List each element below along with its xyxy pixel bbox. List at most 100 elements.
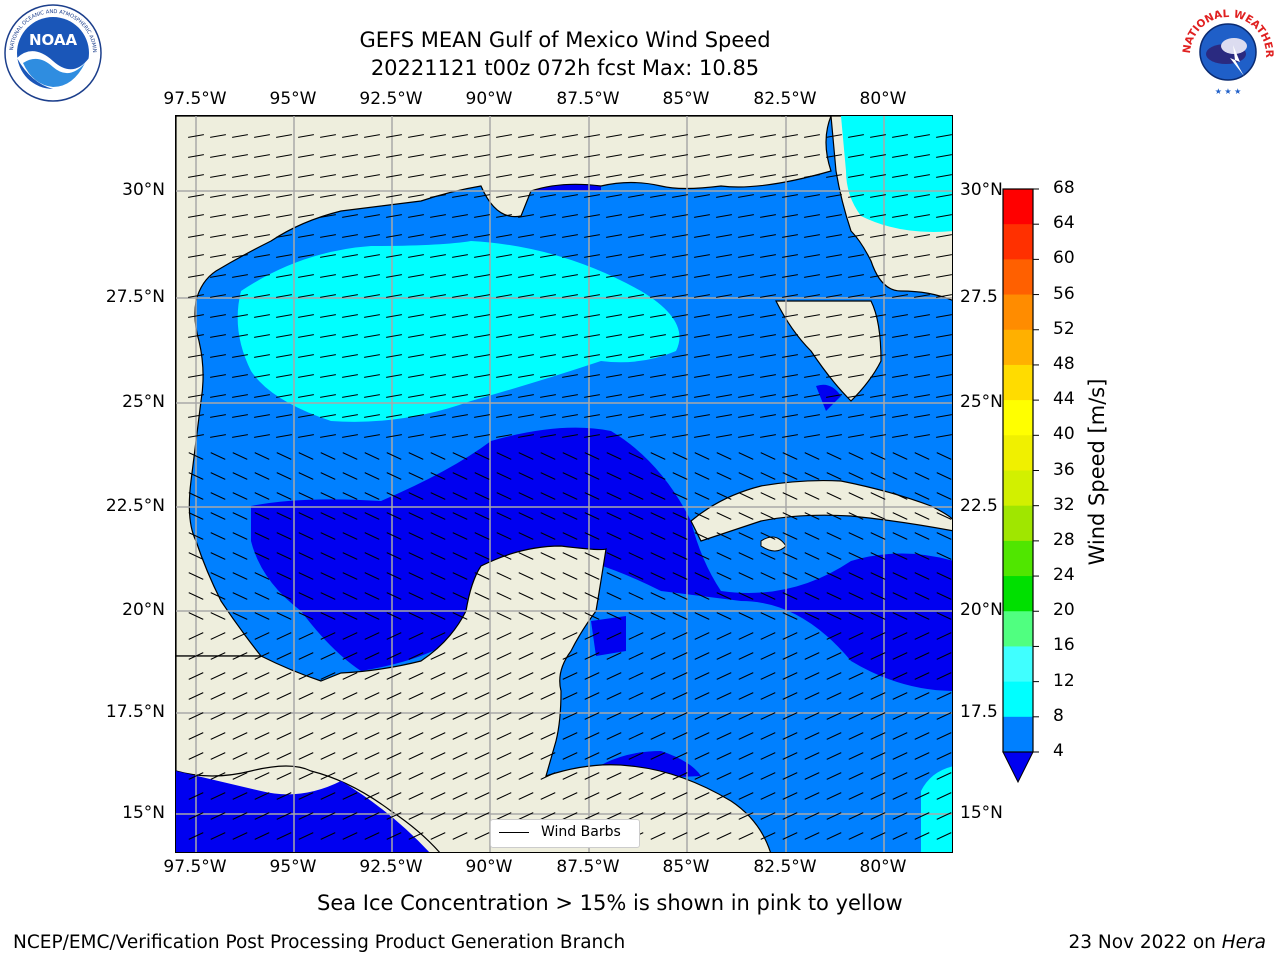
wind-barb xyxy=(848,512,864,520)
wind-barb xyxy=(452,592,468,600)
wind-barb xyxy=(650,592,666,600)
footer-date: 23 Nov 2022 on Hera xyxy=(1068,932,1266,953)
wind-barb xyxy=(518,294,534,298)
wind-barb xyxy=(760,652,776,660)
wind-barb xyxy=(738,812,754,820)
wind-barb xyxy=(804,652,820,660)
wind-barb xyxy=(672,492,688,500)
wind-barb xyxy=(804,832,820,840)
wind-barb xyxy=(760,334,776,338)
wind-barb xyxy=(474,174,490,178)
wind-barb xyxy=(936,254,952,258)
wind-barb xyxy=(210,712,226,720)
wind-barb xyxy=(936,772,952,780)
wind-barb xyxy=(914,294,930,298)
wind-barb xyxy=(320,652,336,660)
wind-barb xyxy=(452,472,468,480)
colorbar-extend-arrow xyxy=(1002,751,1034,784)
wind-barb xyxy=(738,394,754,398)
wind-barb xyxy=(716,214,732,218)
wind-barb xyxy=(738,832,754,840)
wind-barb xyxy=(870,434,886,438)
wind-barb xyxy=(364,832,380,840)
wind-barb xyxy=(496,134,512,138)
wind-barb xyxy=(540,692,556,700)
wind-barb xyxy=(408,812,424,820)
wind-barb xyxy=(320,832,336,840)
wind-barb xyxy=(694,592,710,600)
colorbar-tick-label: 24 xyxy=(1053,565,1075,586)
wind-barb xyxy=(474,692,490,700)
wind-barb xyxy=(452,672,468,680)
wind-barb xyxy=(892,772,908,780)
wind-barb xyxy=(584,294,600,298)
wind-barb xyxy=(320,572,336,580)
wind-barb xyxy=(738,792,754,800)
wind-barb xyxy=(606,612,622,620)
wind-barb xyxy=(826,592,842,600)
wind-barbs xyxy=(188,134,952,840)
wind-barb xyxy=(848,294,864,298)
wind-barb xyxy=(342,652,358,660)
wind-barb xyxy=(892,592,908,600)
wind-barb xyxy=(188,532,204,540)
wind-barb xyxy=(562,672,578,680)
wind-barb xyxy=(760,792,776,800)
wind-barb xyxy=(430,472,446,480)
wind-barb xyxy=(936,134,952,138)
map-legend: Wind Barbs xyxy=(490,819,640,848)
wind-barb xyxy=(716,314,732,318)
wind-barb xyxy=(804,812,820,820)
wind-barb xyxy=(936,692,952,700)
wind-barb xyxy=(540,632,556,640)
wind-barb xyxy=(738,672,754,680)
wind-barb xyxy=(936,712,952,720)
wind-barb xyxy=(562,732,578,740)
wind-barb xyxy=(298,792,314,800)
wind-barb xyxy=(386,154,402,158)
wind-barb xyxy=(474,512,490,520)
wind-barb xyxy=(452,452,468,460)
wind-barb xyxy=(298,314,314,318)
wind-barb xyxy=(584,792,600,800)
wind-barb xyxy=(342,354,358,358)
wind-barb xyxy=(408,772,424,780)
wind-barb xyxy=(210,334,226,338)
wind-barb xyxy=(518,612,534,620)
wind-barb xyxy=(518,174,534,178)
wind-barb xyxy=(364,254,380,258)
wind-barb xyxy=(782,752,798,760)
wind-barb xyxy=(232,632,248,640)
wind-barb xyxy=(804,334,820,338)
wind-barb xyxy=(760,732,776,740)
wind-barb xyxy=(364,752,380,760)
wind-barb xyxy=(694,552,710,560)
wind-barb xyxy=(782,472,798,480)
wind-barb xyxy=(408,214,424,218)
wind-barb xyxy=(188,612,204,620)
wind-barb xyxy=(848,154,864,158)
lon-label: 95°W xyxy=(269,89,317,109)
wind-barb xyxy=(496,274,512,278)
wind-barb xyxy=(320,632,336,640)
wind-barb xyxy=(914,512,930,520)
wind-barb xyxy=(694,692,710,700)
wind-barb xyxy=(848,174,864,178)
wind-barb xyxy=(892,194,908,198)
wind-barb xyxy=(210,792,226,800)
wind-barb xyxy=(826,294,842,298)
wind-barb xyxy=(430,632,446,640)
wind-barb xyxy=(760,572,776,580)
wind-barb xyxy=(364,174,380,178)
wind-barb xyxy=(716,374,732,378)
wind-barb xyxy=(650,294,666,298)
wind-barb xyxy=(914,652,930,660)
wind-barb xyxy=(276,712,292,720)
wind-barb xyxy=(452,234,468,238)
wind-barb xyxy=(672,334,688,338)
wind-barb xyxy=(628,214,644,218)
wind-barb xyxy=(452,414,468,418)
wind-barb xyxy=(650,652,666,660)
wind-barb xyxy=(320,294,336,298)
wind-barb xyxy=(804,572,820,580)
